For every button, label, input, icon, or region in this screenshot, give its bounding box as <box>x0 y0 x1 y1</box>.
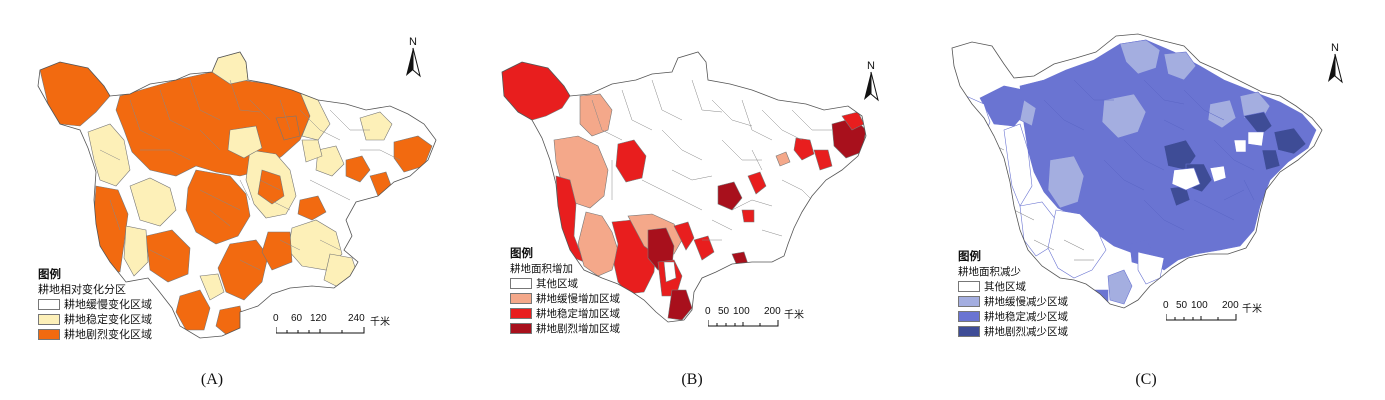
north-label: N <box>867 60 875 72</box>
north-arrow-icon <box>864 71 879 102</box>
scale-tick-label: 50 <box>1176 300 1188 311</box>
legend-swatch <box>958 311 980 322</box>
north-label: N <box>1331 42 1339 54</box>
scale-unit: 千米 <box>1242 304 1262 315</box>
legend-item: 耕地缓慢变化区域 <box>38 297 152 312</box>
legend-item: 耕地剧烈减少区域 <box>958 324 1068 339</box>
legend-label: 耕地剧烈减少区域 <box>984 325 1068 338</box>
legend-label: 耕地剧烈增加区域 <box>536 322 620 335</box>
scale-bar-c: 0 50 100 200 千米 <box>1163 300 1296 330</box>
legend-swatch <box>38 329 60 340</box>
legend-item: 耕地缓慢减少区域 <box>958 294 1068 309</box>
legend-subtitle: 耕地相对变化分区 <box>38 283 126 296</box>
legend-label: 耕地稳定变化区域 <box>64 312 152 326</box>
scale-bar-graphic <box>276 327 365 334</box>
legend-label: 耕地缓慢减少区域 <box>984 295 1068 308</box>
map-c <box>951 33 1323 309</box>
legend-item: 耕地稳定变化区域 <box>38 312 152 327</box>
legend-subtitle: 耕地面积减少 <box>958 266 1021 278</box>
legend-swatch <box>38 314 60 325</box>
map-a <box>37 51 437 339</box>
legend-subtitle: 耕地面积增加 <box>510 263 573 275</box>
north-arrow-icon <box>1328 53 1343 84</box>
legend-item: 其他区域 <box>510 276 620 291</box>
legend-b: 图例 耕地面积增加 其他区域 耕地缓慢增加区域 耕地稳定增加区域 耕地剧烈增加区… <box>510 246 620 336</box>
scale-unit: 千米 <box>370 317 390 328</box>
scale-tick-label: 240 <box>348 313 365 324</box>
legend-title: 图例 <box>510 246 533 260</box>
legend-label: 耕地缓慢增加区域 <box>536 292 620 305</box>
scale-bar-graphic <box>708 320 779 327</box>
scale-tick-label: 120 <box>310 313 327 324</box>
scale-tick-label: 200 <box>764 306 781 317</box>
legend-label: 耕地缓慢变化区域 <box>64 297 152 311</box>
north-label: N <box>409 36 417 48</box>
legend-label: 其他区域 <box>984 280 1026 293</box>
legend-item: 耕地剧烈增加区域 <box>510 321 620 336</box>
north-arrow-c: N <box>1324 42 1346 84</box>
north-arrow-b: N <box>860 60 882 102</box>
panel-a: N 图例 耕地相对变化分区 耕地缓慢变化区域 耕地稳定变化区域 耕地剧烈变化区域… <box>0 0 462 400</box>
scale-tick-label: 0 <box>705 306 711 317</box>
legend-swatch <box>510 308 532 319</box>
legend-swatch <box>958 296 980 307</box>
legend-title: 图例 <box>38 267 61 281</box>
panel-caption: (B) <box>681 371 703 388</box>
legend-title: 图例 <box>958 249 981 263</box>
legend-swatch <box>38 299 60 310</box>
legend-a: 图例 耕地相对变化分区 耕地缓慢变化区域 耕地稳定变化区域 耕地剧烈变化区域 <box>38 267 152 342</box>
panel-caption: (A) <box>200 371 224 388</box>
legend-swatch <box>510 293 532 304</box>
panel-caption: (C) <box>1135 371 1157 388</box>
panel-c: N 图例 耕地面积减少 其他区域 耕地缓慢减少区域 耕地稳定减少区域 耕地剧烈减… <box>924 0 1385 400</box>
scale-unit: 千米 <box>784 310 804 321</box>
legend-swatch <box>958 281 980 292</box>
scale-tick-label: 100 <box>733 306 750 317</box>
legend-item: 耕地缓慢增加区域 <box>510 291 620 306</box>
scale-tick-label: 100 <box>1191 300 1208 311</box>
legend-swatch <box>510 278 532 289</box>
map-b <box>501 51 867 323</box>
legend-label: 耕地稳定增加区域 <box>536 307 620 320</box>
scale-bar-graphic <box>1166 314 1237 321</box>
legend-swatch <box>958 326 980 337</box>
scale-bar-a: 0 60 120 240 千米 <box>273 313 406 343</box>
legend-swatch <box>510 323 532 334</box>
legend-label: 耕地稳定减少区域 <box>984 310 1068 323</box>
scale-tick-label: 200 <box>1222 300 1239 311</box>
scale-tick-label: 0 <box>273 313 279 324</box>
north-arrow-icon <box>406 47 421 78</box>
scale-tick-label: 0 <box>1163 300 1169 311</box>
scale-tick-label: 50 <box>718 306 730 317</box>
legend-label: 其他区域 <box>536 277 578 290</box>
legend-c: 图例 耕地面积减少 其他区域 耕地缓慢减少区域 耕地稳定减少区域 耕地剧烈减少区… <box>958 249 1068 339</box>
scale-bar-b: 0 50 100 200 千米 <box>705 306 838 336</box>
scale-tick-label: 60 <box>291 313 303 324</box>
panel-b: N 图例 耕地面积增加 其他区域 耕地缓慢增加区域 耕地稳定增加区域 耕地剧烈增… <box>462 0 924 400</box>
legend-item: 耕地稳定增加区域 <box>510 306 620 321</box>
legend-item: 其他区域 <box>958 279 1068 294</box>
north-arrow-a: N <box>402 36 424 78</box>
legend-label: 耕地剧烈变化区域 <box>64 327 152 341</box>
legend-item: 耕地剧烈变化区域 <box>38 327 152 342</box>
legend-item: 耕地稳定减少区域 <box>958 309 1068 324</box>
